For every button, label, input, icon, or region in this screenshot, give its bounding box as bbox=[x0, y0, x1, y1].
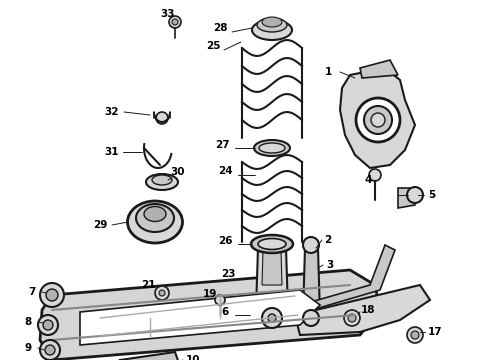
Circle shape bbox=[303, 310, 319, 326]
Text: 7: 7 bbox=[28, 287, 36, 297]
Text: 9: 9 bbox=[24, 343, 31, 353]
Text: 25: 25 bbox=[206, 41, 220, 51]
Circle shape bbox=[40, 340, 60, 360]
Ellipse shape bbox=[251, 235, 293, 253]
Ellipse shape bbox=[144, 207, 166, 221]
Polygon shape bbox=[248, 305, 298, 325]
Circle shape bbox=[40, 283, 64, 307]
Text: 29: 29 bbox=[93, 220, 107, 230]
Polygon shape bbox=[256, 248, 288, 310]
Circle shape bbox=[371, 113, 385, 127]
Polygon shape bbox=[80, 290, 320, 345]
Circle shape bbox=[407, 187, 423, 203]
Circle shape bbox=[169, 16, 181, 28]
Text: 33: 33 bbox=[161, 9, 175, 19]
Circle shape bbox=[156, 112, 168, 124]
Circle shape bbox=[262, 308, 282, 328]
Circle shape bbox=[172, 19, 178, 25]
Ellipse shape bbox=[259, 143, 285, 153]
Circle shape bbox=[159, 290, 165, 296]
Text: 6: 6 bbox=[221, 307, 229, 317]
Text: 3: 3 bbox=[326, 260, 334, 270]
Circle shape bbox=[38, 315, 58, 335]
Ellipse shape bbox=[257, 18, 287, 32]
Circle shape bbox=[268, 314, 276, 322]
Polygon shape bbox=[398, 188, 415, 208]
Text: 23: 23 bbox=[221, 269, 235, 279]
Polygon shape bbox=[360, 60, 398, 78]
Text: 30: 30 bbox=[171, 167, 185, 177]
Text: 18: 18 bbox=[361, 305, 375, 315]
Text: 17: 17 bbox=[428, 327, 442, 337]
Text: 26: 26 bbox=[218, 236, 232, 246]
Polygon shape bbox=[120, 352, 182, 360]
Text: 2: 2 bbox=[324, 235, 332, 245]
Ellipse shape bbox=[127, 201, 182, 243]
Polygon shape bbox=[290, 245, 395, 315]
Text: 4: 4 bbox=[364, 175, 372, 185]
Circle shape bbox=[303, 237, 319, 253]
Ellipse shape bbox=[258, 238, 286, 249]
Circle shape bbox=[369, 169, 381, 181]
Text: 5: 5 bbox=[428, 190, 436, 200]
Circle shape bbox=[45, 345, 55, 355]
Circle shape bbox=[155, 286, 169, 300]
Ellipse shape bbox=[146, 174, 178, 190]
Circle shape bbox=[46, 289, 58, 301]
Text: 8: 8 bbox=[24, 317, 32, 327]
Text: 32: 32 bbox=[105, 107, 119, 117]
Ellipse shape bbox=[262, 17, 282, 27]
Polygon shape bbox=[340, 68, 415, 168]
Text: 27: 27 bbox=[215, 140, 229, 150]
Circle shape bbox=[344, 310, 360, 326]
Ellipse shape bbox=[254, 140, 290, 156]
Circle shape bbox=[215, 295, 225, 305]
Text: 19: 19 bbox=[203, 289, 217, 299]
Text: 10: 10 bbox=[186, 355, 200, 360]
Polygon shape bbox=[295, 285, 430, 335]
Circle shape bbox=[411, 331, 419, 339]
Circle shape bbox=[348, 314, 356, 322]
Text: 24: 24 bbox=[218, 166, 232, 176]
Ellipse shape bbox=[152, 175, 172, 185]
Text: 31: 31 bbox=[105, 147, 119, 157]
Circle shape bbox=[43, 320, 53, 330]
Polygon shape bbox=[262, 252, 282, 285]
Ellipse shape bbox=[252, 20, 292, 40]
Circle shape bbox=[364, 106, 392, 134]
Polygon shape bbox=[40, 270, 380, 360]
Circle shape bbox=[356, 98, 400, 142]
Ellipse shape bbox=[136, 204, 174, 232]
Polygon shape bbox=[303, 248, 320, 315]
Text: 28: 28 bbox=[213, 23, 227, 33]
Circle shape bbox=[407, 327, 423, 343]
Text: 1: 1 bbox=[324, 67, 332, 77]
Text: 21: 21 bbox=[141, 280, 155, 290]
